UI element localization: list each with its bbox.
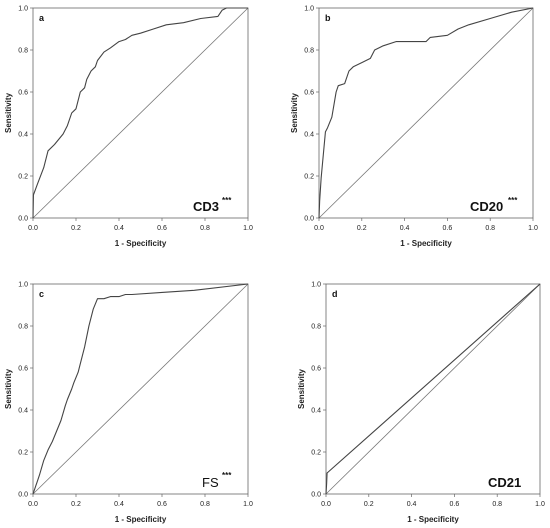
panel-letter: c [39, 289, 44, 299]
x-tick-label: 0.2 [364, 501, 374, 508]
x-tick-label: 0.4 [400, 225, 410, 232]
y-tick-label: 0.4 [311, 408, 321, 415]
x-tick-label: 1.0 [528, 225, 538, 232]
x-tick-label: 0.0 [28, 225, 38, 232]
y-tick-label: 1.0 [311, 282, 321, 289]
significance-stars: *** [222, 471, 232, 480]
y-tick-label: 0.4 [304, 132, 314, 139]
y-axis-title: Sensitivity [297, 368, 306, 409]
plot-frame [32, 283, 249, 495]
roc-panel-d: 0.0 0.2 0.4 0.6 0.8 1.0 0.0 0.2 0.4 0.6 0.8 1.0 1 - … [297, 282, 545, 525]
x-tick-label: 0.4 [114, 501, 124, 508]
plot-frame [318, 7, 534, 219]
y-tick-label: 0.0 [18, 492, 28, 499]
y-axis-title: Sensitivity [4, 92, 13, 133]
y-tick-label: 0.8 [18, 48, 28, 55]
x-tick-label: 0.2 [357, 225, 367, 232]
roc-curve-cd21 [325, 283, 541, 495]
x-tick-label: 0.6 [450, 501, 460, 508]
y-tick-label: 0.6 [18, 366, 28, 373]
y-tick-label: 0.4 [18, 132, 28, 139]
panel-letter: d [332, 289, 338, 299]
y-tick-label: 0.0 [18, 216, 28, 223]
y-tick-label: 1.0 [304, 6, 314, 13]
y-tick-label: 0.8 [311, 324, 321, 331]
y-tick-label: 0.2 [304, 174, 314, 181]
x-axis-title: 1 - Specificity [115, 239, 167, 248]
x-tick-label: 0.8 [492, 501, 502, 508]
reference-diagonal [32, 283, 249, 495]
plot-frame [325, 283, 541, 495]
x-tick-label: 0.6 [443, 225, 453, 232]
roc-panel-a: 0.0 0.2 0.4 0.6 0.8 1.0 0.0 0.2 0.4 0.6 0.8 1.0 1 - … [4, 6, 253, 249]
x-tick-label: 1.0 [243, 225, 253, 232]
significance-stars: *** [508, 196, 518, 205]
panel-letter: b [325, 13, 331, 23]
y-tick-label: 0.2 [18, 450, 28, 457]
y-tick-label: 0.0 [311, 492, 321, 499]
reference-diagonal [318, 7, 534, 219]
y-tick-label: 0.6 [311, 366, 321, 373]
panel-letter: a [39, 13, 45, 23]
y-tick-label: 0.4 [18, 408, 28, 415]
x-tick-label: 0.2 [71, 225, 81, 232]
x-axis-title: 1 - Specificity [115, 515, 167, 524]
y-tick-label: 0.2 [18, 174, 28, 181]
x-tick-label: 0.8 [200, 501, 210, 508]
y-tick-label: 0.0 [304, 216, 314, 223]
roc-curve-cd3 [32, 7, 248, 219]
x-axis-title: 1 - Specificity [407, 515, 459, 524]
significance-stars: *** [222, 196, 232, 205]
marker-label: CD20 [470, 199, 503, 214]
x-tick-label: 0.8 [485, 225, 495, 232]
roc-curve-cd20 [318, 7, 534, 219]
y-tick-label: 0.8 [18, 324, 28, 331]
x-tick-label: 0.2 [71, 501, 81, 508]
x-tick-label: 1.0 [243, 501, 253, 508]
y-tick-label: 1.0 [18, 282, 28, 289]
x-tick-label: 1.0 [535, 501, 545, 508]
x-tick-label: 0.0 [314, 225, 324, 232]
x-tick-label: 0.0 [28, 501, 38, 508]
roc-panel-b: 0.0 0.2 0.4 0.6 0.8 1.0 0.0 0.2 0.4 0.6 0.8 1.0 1 - … [290, 6, 538, 249]
marker-label: CD3 [193, 199, 219, 214]
y-axis-title: Sensitivity [290, 92, 299, 133]
x-tick-label: 0.4 [114, 225, 124, 232]
y-tick-label: 0.2 [311, 450, 321, 457]
roc-panel-c: 0.0 0.2 0.4 0.6 0.8 1.0 0.0 0.2 0.4 0.6 0.8 1.0 1 - … [4, 282, 253, 525]
marker-label: CD21 [488, 475, 521, 490]
roc-curve-fs [32, 283, 249, 495]
x-tick-label: 0.0 [321, 501, 331, 508]
x-tick-label: 0.6 [157, 501, 167, 508]
y-tick-label: 0.6 [18, 90, 28, 97]
x-axis-title: 1 - Specificity [400, 239, 452, 248]
marker-label: FS [202, 475, 219, 490]
y-tick-label: 1.0 [18, 6, 28, 13]
y-axis-title: Sensitivity [4, 368, 13, 409]
plot-frame [32, 7, 249, 219]
reference-diagonal [32, 7, 249, 219]
x-tick-label: 0.8 [200, 225, 210, 232]
x-tick-label: 0.6 [157, 225, 167, 232]
reference-diagonal [325, 283, 541, 495]
y-tick-label: 0.6 [304, 90, 314, 97]
x-tick-label: 0.4 [407, 501, 417, 508]
y-tick-label: 0.8 [304, 48, 314, 55]
